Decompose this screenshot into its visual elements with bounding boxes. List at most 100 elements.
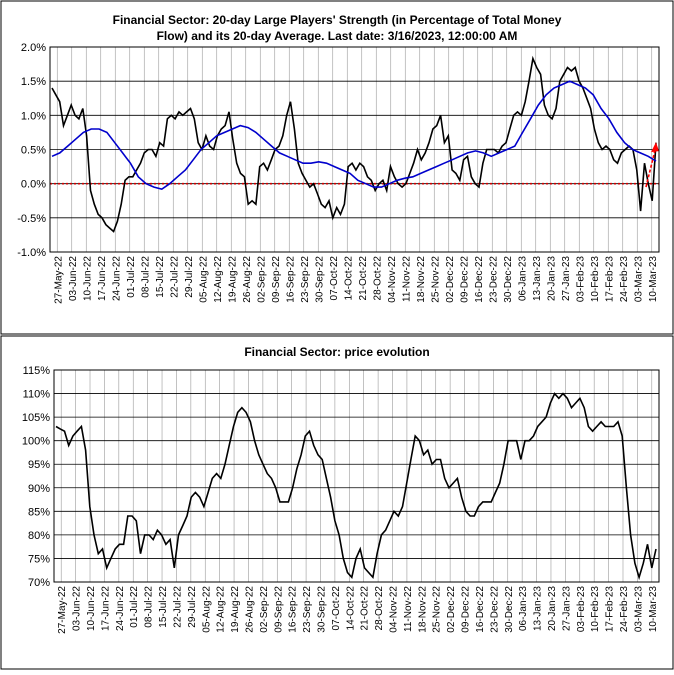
x-tick-label: 16-Dec-22 [475,586,486,633]
x-tick-label: 24-Jun-22 [115,586,126,631]
x-tick-label: 17-Feb-23 [604,256,615,303]
x-tick-label: 29-Jul-22 [184,256,195,298]
series-line-primary [51,55,657,233]
x-tick-label: 30-Dec-22 [503,256,514,303]
y-tick-label: 85% [28,506,50,518]
y-tick-label: -1.0% [17,247,46,259]
bottom-chart-title: Financial Sector: price evolution [244,345,429,359]
y-tick-label: 110% [23,389,51,401]
x-tick-label: 30-Sep-22 [316,586,327,633]
x-tick-label: 12-Aug-22 [213,256,224,303]
x-tick-label: 23-Sep-22 [302,586,313,633]
x-tick-label: 18-Nov-22 [417,586,428,633]
x-tick-label: 29-Jul-22 [187,586,198,628]
x-tick-label: 24-Feb-23 [619,586,630,633]
x-tick-label: 10-Feb-23 [590,586,601,633]
x-tick-label: 03-Jun-22 [68,256,79,301]
x-tick-label: 30-Sep-22 [314,256,325,303]
x-tick-label: 08-Jul-22 [144,586,155,628]
y-tick-label: 115% [23,365,51,377]
y-tick-label: 1.5% [21,76,46,88]
x-tick-label: 22-Jul-22 [169,256,180,298]
x-tick-label: 14-Oct-22 [343,256,354,301]
x-tick-label: 11-Nov-22 [403,586,414,632]
trend-arrow-head [651,142,659,153]
x-tick-label: 06-Jan-23 [518,586,529,631]
x-tick-label: 03-Jun-22 [72,586,83,631]
y-tick-label: 0.0% [21,179,46,191]
plot-border [49,46,660,253]
x-tick-label: 12-Aug-22 [216,586,227,633]
x-tick-label: 10-Jun-22 [86,586,97,631]
y-tick-label: 80% [28,530,50,542]
y-tick-label: -0.5% [17,213,46,225]
x-tick-label: 27-May-22 [57,586,68,634]
y-tick-label: 1.0% [21,110,46,122]
y-tick-label: 70% [28,577,50,589]
x-tick-label: 21-Oct-22 [358,256,369,301]
x-tick-label: 10-Feb-23 [590,256,601,303]
x-tick-label: 19-Aug-22 [227,256,238,303]
x-tick-label: 14-Oct-22 [345,586,356,631]
x-tick-label: 13-Jan-23 [532,256,543,301]
x-tick-label: 04-Nov-22 [387,256,398,303]
x-tick-label: 06-Jan-23 [517,256,528,301]
x-tick-label: 26-Aug-22 [244,586,255,633]
x-tick-label: 03-Mar-23 [633,586,644,633]
x-tick-label: 21-Oct-22 [360,586,371,631]
x-tick-label: 11-Nov-22 [401,256,412,302]
x-tick-label: 17-Jun-22 [97,256,108,301]
top-chart-plot: -1.0% -0.5% 0.0% 0.5% 1.0% 1.5% 2.0% 27-May-22 0… [17,42,660,304]
y-tick-label: 0.5% [21,145,46,157]
x-tick-label: 02-Sep-22 [259,586,270,633]
x-tick-label: 16-Sep-22 [288,586,299,633]
plot-area [54,370,659,582]
x-tick-label: 19-Aug-22 [230,586,241,633]
x-tick-label: 16-Sep-22 [285,256,296,303]
x-tick-label: 25-Nov-22 [430,256,441,303]
x-tick-label: 26-Aug-22 [242,256,253,303]
x-tick-label: 07-Oct-22 [329,256,340,301]
x-tick-label: 09-Dec-22 [459,256,470,303]
x-tick-label: 20-Jan-23 [546,256,557,301]
x-tick-label: 07-Oct-22 [331,586,342,631]
x-tick-label: 15-Jul-22 [158,586,169,628]
x-tick-label: 27-Jan-23 [561,256,572,301]
trend-arrow-shaft [645,145,657,188]
x-tick-label: 23-Dec-22 [488,256,499,303]
plot-border [53,369,660,583]
x-tick-label: 13-Jan-23 [533,586,544,631]
bottom-chart-plot: 70% 75% 80% 85% 90% 95% 100% 105% 110% 115% 27-May… [22,365,660,634]
x-tick-label: 16-Dec-22 [474,256,485,303]
x-tick-label: 02-Sep-22 [256,256,267,303]
x-tick-label: 28-Oct-22 [372,256,383,301]
x-tick-label: 09-Sep-22 [273,586,284,633]
y-tick-label: 75% [28,553,50,565]
y-tick-label: 90% [28,483,50,495]
y-tick-label: 100% [22,436,50,448]
y-tick-label: 95% [28,459,50,471]
x-tick-label: 01-Jul-22 [126,256,137,298]
x-tick-label: 05-Aug-22 [198,256,209,303]
x-tick-label: 05-Aug-22 [201,586,212,633]
x-tick-label: 08-Jul-22 [140,256,151,298]
x-tick-label: 18-Nov-22 [416,256,427,303]
x-tick-label: 28-Oct-22 [374,586,385,631]
x-tick-label: 17-Feb-23 [605,586,616,633]
x-tick-label: 09-Dec-22 [461,586,472,633]
x-tick-label: 24-Feb-23 [619,256,630,303]
series-line-primary [55,392,657,581]
x-tick-label: 27-Jan-23 [561,586,572,631]
x-tick-label: 10-Jun-22 [82,256,93,301]
x-tick-label: 27-May-22 [53,256,64,304]
x-tick-label: 01-Jul-22 [129,586,140,628]
x-tick-label: 09-Sep-22 [271,256,282,303]
x-tick-label: 23-Sep-22 [300,256,311,303]
x-tick-label: 30-Dec-22 [504,586,515,633]
top-chart-title-line-1: Financial Sector: 20-day Large Players' … [113,13,562,27]
y-tick-label: 105% [22,412,50,424]
top-chart-title-line-2: Flow) and its 20-day Average. Last date:… [157,29,518,43]
series-line-average [51,80,657,190]
x-tick-label: 04-Nov-22 [389,586,400,633]
